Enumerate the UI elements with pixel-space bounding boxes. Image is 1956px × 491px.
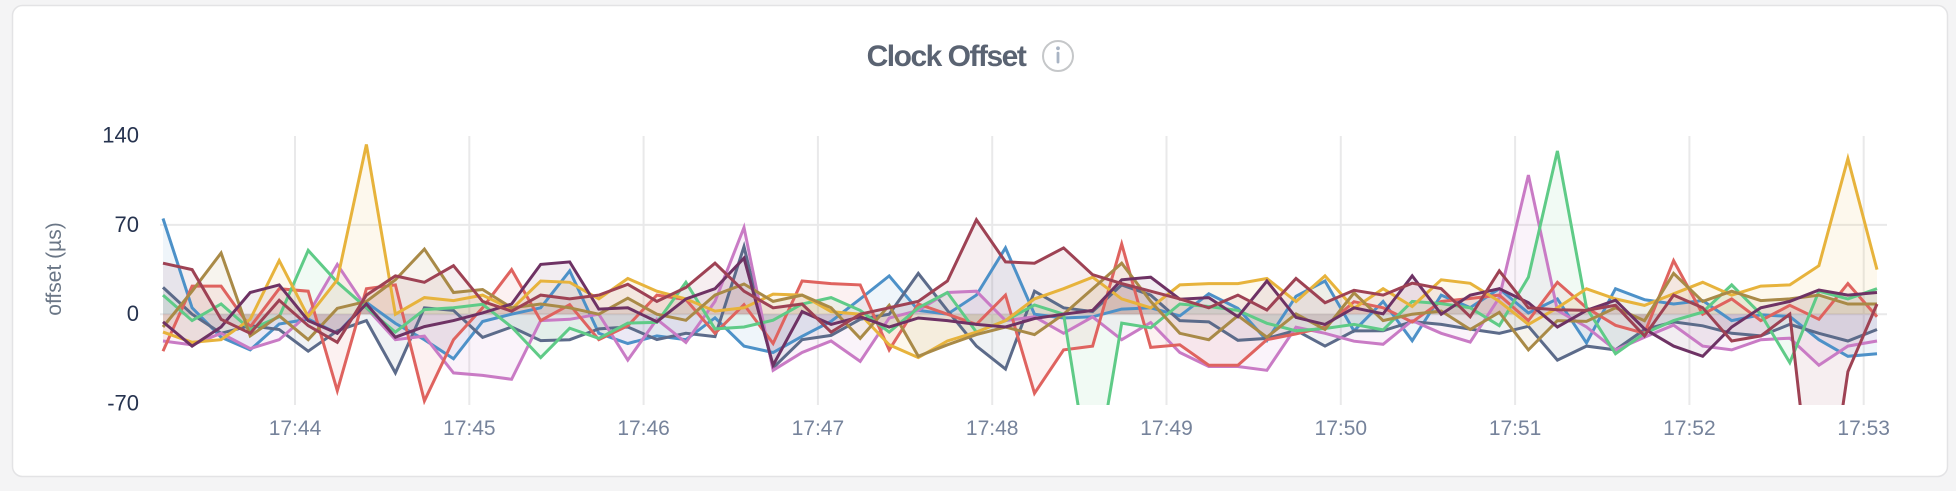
svg-text:17:45: 17:45 xyxy=(443,417,496,440)
svg-text:140: 140 xyxy=(102,123,139,148)
svg-text:17:50: 17:50 xyxy=(1315,417,1368,440)
svg-text:17:51: 17:51 xyxy=(1489,417,1542,440)
svg-text:-70: -70 xyxy=(107,391,139,416)
svg-text:17:52: 17:52 xyxy=(1663,417,1716,440)
svg-text:17:44: 17:44 xyxy=(269,417,322,440)
svg-text:17:48: 17:48 xyxy=(966,417,1019,440)
svg-text:17:49: 17:49 xyxy=(1140,417,1193,440)
svg-text:70: 70 xyxy=(115,212,139,237)
svg-text:17:47: 17:47 xyxy=(792,417,845,440)
svg-text:17:46: 17:46 xyxy=(617,417,670,440)
svg-text:0: 0 xyxy=(127,301,139,326)
svg-text:offset (µs): offset (µs) xyxy=(43,222,66,315)
svg-text:Clock Offset: Clock Offset xyxy=(867,40,1027,73)
svg-text:17:53: 17:53 xyxy=(1837,417,1890,440)
